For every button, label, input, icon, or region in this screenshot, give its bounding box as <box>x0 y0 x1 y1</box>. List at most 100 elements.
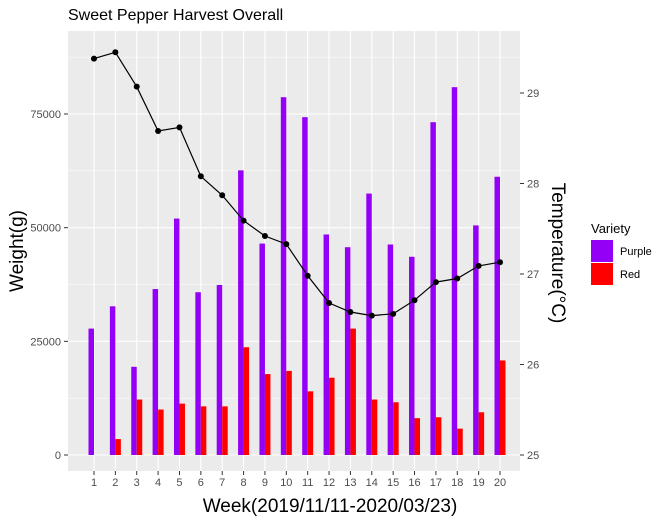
temperature-polyline <box>93 51 501 317</box>
temperature-point-week-5 <box>176 124 183 131</box>
bar-red-week-9 <box>264 374 271 455</box>
legend: Variety Purple Red <box>591 221 652 285</box>
bar-purple-week-14 <box>366 193 372 456</box>
bar-purple-week-16 <box>409 256 415 455</box>
x-tick-label: 16 <box>408 477 420 489</box>
y-tick-label: 75000 <box>30 109 61 121</box>
temperature-point-week-14 <box>368 312 375 319</box>
bars <box>88 87 506 456</box>
temperature-point-week-15 <box>390 310 397 317</box>
y2-tick-label: 29 <box>527 88 539 100</box>
bar-red-week-11 <box>307 391 314 455</box>
bar-purple-week-5 <box>173 218 180 455</box>
x-tick-label: 10 <box>280 477 292 489</box>
x-tick-label: 14 <box>366 477 378 489</box>
temperature-point-week-7 <box>219 192 226 199</box>
x-tick-label: 6 <box>198 477 204 489</box>
y2-axis: 25 26 27 28 29 <box>520 88 539 462</box>
bar-purple-week-15 <box>387 244 394 455</box>
y2-tick-label: 27 <box>527 269 539 281</box>
bar-red-week-10 <box>286 370 292 455</box>
x-tick-label: 17 <box>430 477 442 489</box>
bar-red-week-15 <box>393 402 399 455</box>
x-tick-label: 19 <box>473 477 485 489</box>
legend-label-purple: Purple <box>620 246 652 258</box>
x-axis-title: Week(2019/11/11-2020/03/23) <box>203 496 458 517</box>
temperature-point-week-4 <box>155 128 162 135</box>
temperature-point-week-19 <box>475 262 482 269</box>
bar-purple-week-20 <box>494 176 500 455</box>
temperature-point-week-1 <box>91 55 97 62</box>
y2-tick-label: 26 <box>527 360 539 372</box>
x-tick-label: 9 <box>262 477 268 489</box>
x-tick-label: 18 <box>451 477 463 489</box>
temperature-point-week-10 <box>283 241 290 248</box>
x-tick-label: 20 <box>494 477 506 489</box>
bar-red-week-12 <box>329 377 335 455</box>
bar-red-week-6 <box>200 406 207 455</box>
temperature-point-week-6 <box>197 173 204 180</box>
temperature-line <box>91 49 503 319</box>
x-axis: 1 2 3 4 5 6 7 8 9 10 11 12 13 14 15 16 17 18 19 20 <box>91 471 506 489</box>
x-tick-label: 4 <box>155 477 161 489</box>
temperature-point-week-2 <box>112 49 119 56</box>
bar-red-week-2 <box>115 439 121 455</box>
x-tick-label: 12 <box>323 477 335 489</box>
temperature-point-week-8 <box>240 217 247 224</box>
bar-purple-week-12 <box>323 234 330 455</box>
legend-label-red: Red <box>620 269 640 281</box>
legend-title: Variety <box>591 221 631 236</box>
bar-purple-week-19 <box>473 225 479 455</box>
bar-red-week-14 <box>371 399 378 455</box>
bar-purple-week-13 <box>344 247 351 455</box>
temperature-point-week-3 <box>133 83 140 90</box>
bar-red-week-20 <box>500 360 506 455</box>
x-tick-label: 13 <box>344 477 356 489</box>
bar-red-week-18 <box>457 428 463 455</box>
temperature-point-week-16 <box>411 297 418 304</box>
x-tick-label: 2 <box>112 477 118 489</box>
y2-axis-title: Temperature(°C) <box>547 183 568 324</box>
bar-red-week-8 <box>243 347 250 455</box>
x-tick-label: 8 <box>241 477 247 489</box>
temperature-point-week-11 <box>304 272 311 279</box>
x-tick-label: 7 <box>219 477 225 489</box>
bar-red-week-4 <box>158 409 164 455</box>
x-tick-label: 15 <box>387 477 399 489</box>
temperature-point-week-13 <box>347 309 354 316</box>
temperature-point-week-12 <box>326 299 333 306</box>
bar-red-week-3 <box>136 399 143 455</box>
bar-purple-week-17 <box>430 122 436 456</box>
temperature-point-week-18 <box>454 275 461 282</box>
x-tick-label: 1 <box>91 477 97 489</box>
bar-purple-week-9 <box>259 243 265 455</box>
bar-purple-week-8 <box>238 170 244 455</box>
y2-tick-label: 28 <box>527 179 539 191</box>
bar-purple-week-3 <box>131 366 137 455</box>
bar-purple-week-7 <box>216 284 223 455</box>
y-tick-label: 50000 <box>30 223 61 235</box>
bar-purple-week-6 <box>195 292 201 455</box>
minor-gridlines <box>68 56 520 399</box>
bar-red-week-16 <box>414 418 421 455</box>
y-axis-title: Weight(g) <box>7 210 28 292</box>
temperature-point-week-20 <box>497 259 503 266</box>
bar-red-week-5 <box>179 403 185 455</box>
bar-red-week-19 <box>478 412 485 455</box>
bar-purple-week-11 <box>302 117 308 455</box>
legend-key-purple <box>591 240 613 262</box>
legend-key-red <box>591 263 613 285</box>
bar-red-week-13 <box>350 328 356 455</box>
y-tick-label: 0 <box>55 450 61 462</box>
x-tick-label: 11 <box>302 477 313 489</box>
x-tick-label: 3 <box>134 477 140 489</box>
y-axis: 0 25000 50000 75000 <box>30 109 68 462</box>
bar-purple-week-10 <box>280 97 287 455</box>
x-tick-label: 5 <box>176 477 182 489</box>
y-tick-label: 25000 <box>30 336 61 348</box>
bar-purple-week-2 <box>109 306 116 455</box>
bar-red-week-17 <box>435 417 442 455</box>
bar-purple-week-1 <box>88 328 94 455</box>
bar-purple-week-4 <box>152 289 159 455</box>
